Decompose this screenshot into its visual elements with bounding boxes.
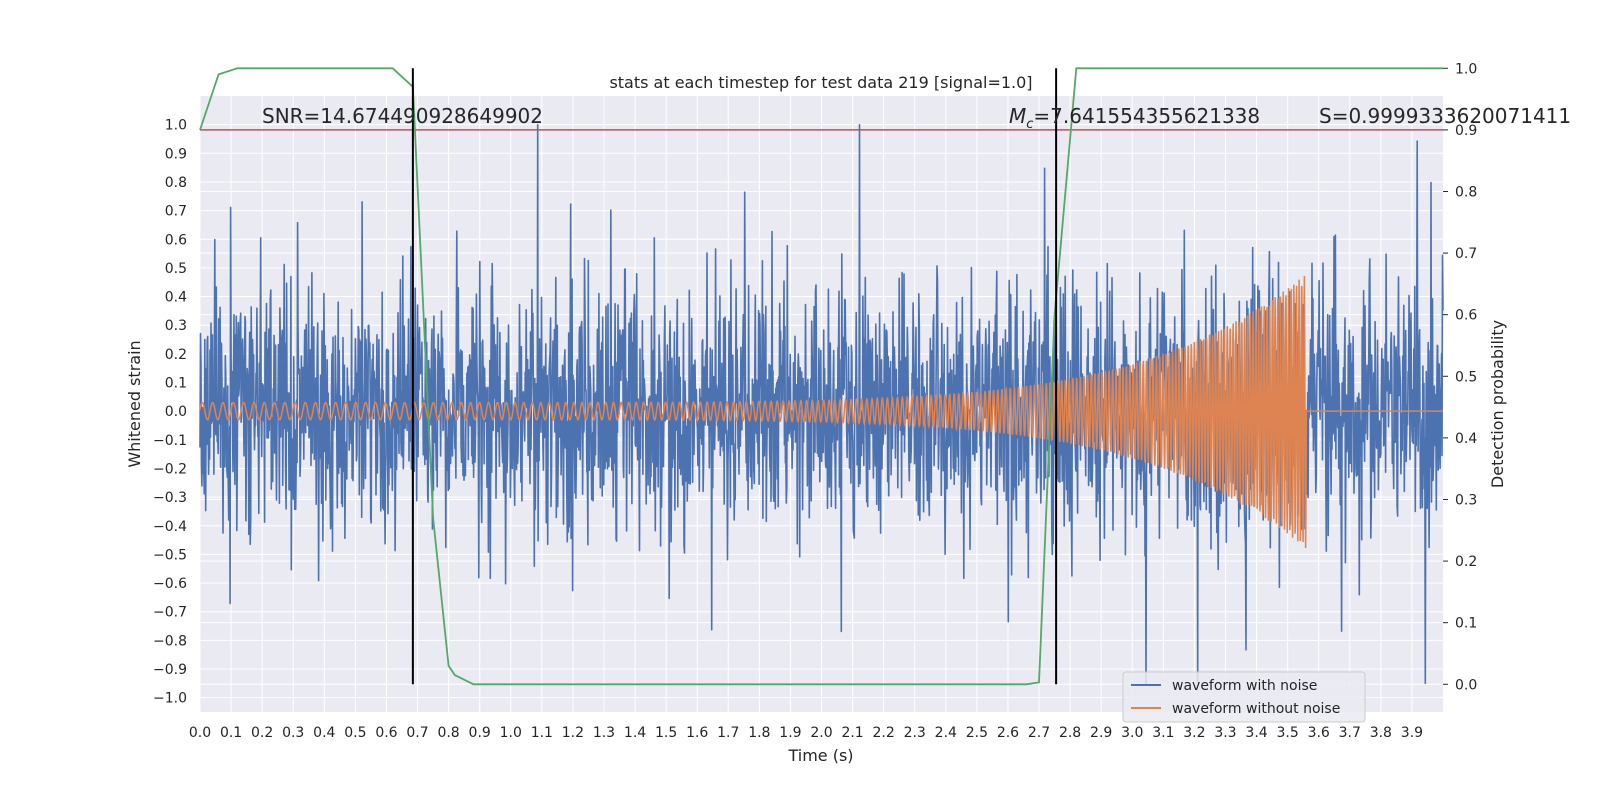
y-right-tick-label: 0.5	[1455, 369, 1477, 385]
x-tick-label: 0.4	[313, 725, 335, 741]
x-tick-label: 2.6	[997, 725, 1019, 741]
y-left-tick-label: −0.3	[153, 490, 187, 506]
series-waveform-with-noise	[199, 123, 1444, 685]
x-tick-label: 0.7	[406, 725, 428, 741]
x-tick-label: 1.1	[531, 725, 553, 741]
y-right-tick-label: 0.9	[1455, 123, 1477, 139]
x-axis-ticks: 0.0 0.1 0.2 0.3 0.4 0.5 0.6 0.7 0.8 0.9 1.0 1.1 1.2 1…	[189, 725, 1423, 741]
y-left-tick-label: −0.4	[153, 519, 187, 535]
legend-label-clean: waveform without noise	[1172, 701, 1340, 717]
legend-box	[1122, 671, 1366, 723]
y-left-tick-label: 0.6	[165, 232, 187, 248]
x-tick-label: 1.2	[562, 725, 584, 741]
x-tick-label: 1.8	[748, 725, 770, 741]
x-tick-label: 1.7	[717, 725, 739, 741]
x-tick-label: 2.3	[904, 725, 926, 741]
y-left-tick-label: 1.0	[165, 118, 187, 134]
y-left-tick-label: 0.1	[165, 376, 187, 392]
x-tick-label: 2.1	[841, 725, 863, 741]
y-left-tick-label: 0.8	[165, 175, 187, 191]
x-tick-label: 3.6	[1308, 725, 1330, 741]
x-tick-label: 2.2	[873, 725, 895, 741]
x-tick-label: 3.2	[1183, 725, 1205, 741]
y-right-tick-label: 1.0	[1455, 61, 1477, 77]
x-tick-label: 1.9	[779, 725, 801, 741]
x-tick-label: 3.3	[1214, 725, 1236, 741]
x-tick-label: 3.7	[1339, 725, 1361, 741]
y-left-tick-label: 0.5	[165, 261, 187, 277]
y-left-tick-label: −0.8	[153, 633, 187, 649]
y-right-tick-label: 0.6	[1455, 308, 1477, 324]
x-tick-label: 1.4	[624, 725, 646, 741]
x-tick-label: 2.0	[810, 725, 832, 741]
y-left-tick-label: −0.1	[153, 433, 187, 449]
significance-annotation: S=0.9999333620071411	[1319, 104, 1571, 128]
plot-area	[199, 67, 1444, 686]
x-axis-label: Time (s)	[787, 746, 853, 765]
x-tick-label: 3.9	[1401, 725, 1423, 741]
x-tick-label: 0.6	[375, 725, 397, 741]
y-left-tick-label: 0.7	[165, 204, 187, 220]
x-tick-label: 1.0	[500, 725, 522, 741]
y-right-axis-label: Detection probability	[1488, 320, 1507, 488]
y-left-axis-ticks: 1.0 0.9 0.8 0.7 0.6 0.5 0.4 0.3 0.2 0.1 0.0 −0.1 −0.…	[153, 118, 187, 707]
y-left-tick-label: −0.6	[153, 576, 187, 592]
x-tick-label: 0.8	[437, 725, 459, 741]
y-left-tick-label: 0.3	[165, 318, 187, 334]
y-right-tick-label: 0.3	[1455, 492, 1477, 508]
legend-label-noisy: waveform with noise	[1172, 678, 1317, 694]
y-left-tick-label: −1.0	[153, 691, 187, 707]
x-tick-label: 0.0	[189, 725, 211, 741]
legend: waveform with noise waveform without noi…	[1122, 671, 1366, 723]
x-tick-label: 0.9	[469, 725, 491, 741]
chirp-mass-annotation: Mc=7.641554355621338	[1009, 104, 1260, 132]
x-tick-label: 1.6	[686, 725, 708, 741]
x-tick-label: 3.0	[1121, 725, 1143, 741]
x-tick-label: 3.4	[1245, 725, 1267, 741]
y-right-tick-label: 0.0	[1455, 677, 1477, 693]
y-left-tick-label: 0.4	[165, 290, 187, 306]
chart-title: stats at each timestep for test data 219…	[609, 73, 1032, 92]
y-left-tick-label: 0.2	[165, 347, 187, 363]
x-tick-label: 1.5	[655, 725, 677, 741]
x-tick-label: 0.3	[282, 725, 304, 741]
y-left-tick-label: −0.5	[153, 547, 187, 563]
x-tick-label: 0.1	[220, 725, 242, 741]
y-right-tick-label: 0.4	[1455, 431, 1477, 447]
y-right-tick-label: 0.1	[1455, 616, 1477, 632]
x-tick-label: 2.8	[1059, 725, 1081, 741]
x-tick-label: 0.2	[251, 725, 273, 741]
y-right-axis-ticks: 1.0 0.9 0.8 0.7 0.6 0.5 0.4 0.3 0.2 0.1 0.0	[1443, 61, 1477, 693]
y-right-tick-label: 0.2	[1455, 554, 1477, 570]
x-tick-label: 1.3	[593, 725, 615, 741]
y-left-tick-label: 0.0	[165, 404, 187, 420]
x-tick-label: 3.5	[1276, 725, 1298, 741]
y-left-tick-label: −0.2	[153, 461, 187, 477]
y-right-tick-label: 0.7	[1455, 246, 1477, 262]
y-left-tick-label: 0.9	[165, 146, 187, 162]
y-left-tick-label: −0.7	[153, 605, 187, 621]
y-left-axis-label: Whitened strain	[125, 340, 144, 467]
x-tick-label: 2.4	[935, 725, 957, 741]
x-tick-label: 3.8	[1370, 725, 1392, 741]
series-waveform-without-noise	[199, 275, 1443, 549]
snr-annotation: SNR=14.674490928649902	[262, 104, 543, 128]
y-left-tick-label: −0.9	[153, 662, 187, 678]
x-tick-label: 2.9	[1090, 725, 1112, 741]
x-tick-label: 0.5	[344, 725, 366, 741]
y-right-tick-label: 0.8	[1455, 184, 1477, 200]
x-tick-label: 2.7	[1028, 725, 1050, 741]
x-tick-label: 3.1	[1152, 725, 1174, 741]
series-detection-probability	[199, 67, 1443, 686]
x-tick-label: 2.5	[966, 725, 988, 741]
